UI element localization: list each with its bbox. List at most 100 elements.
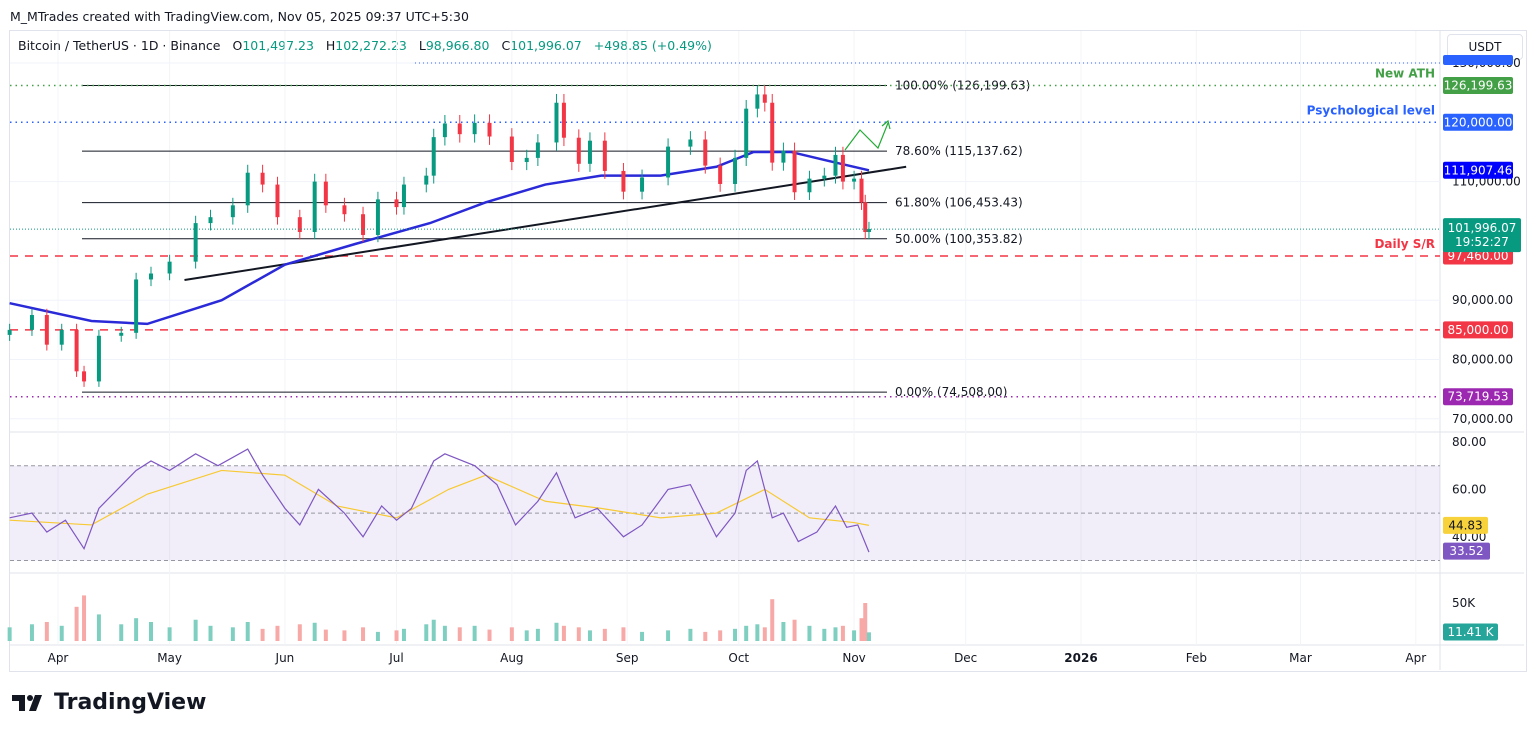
volume-value-label: 11.41 K	[1447, 625, 1494, 639]
volume-bar	[208, 625, 213, 641]
close-label: C	[501, 38, 511, 53]
candle-body	[260, 172, 265, 185]
candle-body	[863, 202, 868, 233]
volume-bar	[74, 606, 79, 641]
candle-body	[833, 154, 838, 176]
candle-body	[7, 329, 12, 335]
ma-price-label-bg	[1443, 161, 1513, 179]
candle-body	[762, 94, 767, 103]
volume-tick-label: 50K	[1452, 596, 1476, 610]
projection-arrow	[844, 122, 889, 151]
volume-bar	[554, 622, 559, 641]
volume-bar	[323, 629, 328, 641]
volume-bar	[807, 625, 812, 641]
axis-price-label: 126,199.63	[1444, 79, 1513, 93]
candle-body	[275, 184, 280, 218]
candle-body	[770, 102, 775, 163]
candle-body	[342, 205, 347, 215]
volume-bar	[457, 627, 462, 641]
candle-body	[718, 165, 723, 184]
projection-arrowhead	[881, 119, 891, 130]
time-tick-label: Apr	[48, 651, 69, 665]
candle-body	[840, 154, 845, 182]
rsi-ma-value-label: 44.83	[1448, 518, 1482, 532]
candle-body	[733, 157, 738, 184]
rsi-tick-label: 60.00	[1452, 482, 1486, 496]
volume-bar	[82, 595, 87, 641]
candle-body	[312, 181, 317, 233]
candle-body	[807, 178, 812, 193]
volume-bar	[394, 630, 399, 641]
candle-body	[703, 139, 708, 166]
volume-bar	[472, 625, 477, 641]
volume-bar	[852, 630, 857, 641]
volume-bar	[640, 631, 645, 641]
candle-body	[554, 102, 559, 143]
volume-bar	[230, 627, 235, 641]
candle-body	[167, 261, 172, 274]
candle-body	[640, 177, 645, 192]
volume-bar	[863, 603, 868, 641]
axis-price-label: 97,460.00	[1447, 249, 1508, 263]
axis-price-label: 120,000.00	[1444, 115, 1513, 129]
volume-bar	[149, 622, 153, 641]
candle-body	[245, 172, 250, 206]
candle-body	[755, 94, 760, 109]
candle-body	[401, 184, 406, 208]
tradingview-logo: TradingView	[12, 690, 206, 715]
candle-body	[297, 217, 302, 233]
candle-body	[792, 150, 797, 193]
volume-bar	[770, 599, 775, 641]
candle-body	[424, 175, 429, 185]
axis-price-label-bg	[1443, 388, 1513, 406]
level-name: Psychological level	[1307, 103, 1435, 117]
volume-bar	[621, 627, 626, 641]
volume-bar	[744, 625, 749, 641]
brand-name: TradingView	[54, 690, 207, 715]
volume-bar	[576, 627, 581, 641]
candle-body	[323, 181, 328, 206]
candle-body	[193, 223, 198, 262]
volume-bar	[442, 625, 447, 641]
rsi-tick-label: 80.00	[1452, 435, 1486, 449]
candle-body	[96, 335, 101, 382]
volume-bar	[524, 630, 529, 641]
volume-bar	[781, 622, 786, 641]
close-value: 101,996.07	[510, 38, 582, 53]
candle-body	[149, 273, 153, 280]
time-tick-label: Mar	[1289, 651, 1312, 665]
volume-bar	[119, 624, 124, 641]
level-name: Daily S/R	[1374, 237, 1435, 251]
rsi-line	[9, 448, 870, 553]
time-tick-label: Sep	[616, 651, 639, 665]
candle-body	[859, 178, 864, 203]
volume-bar	[134, 618, 139, 641]
time-tick-label: Feb	[1186, 651, 1207, 665]
volume-bar	[431, 619, 436, 641]
fib-label: 50.00% (100,353.82)	[895, 232, 1023, 246]
open-label: O	[232, 38, 243, 53]
volume-bar	[509, 627, 514, 641]
rsi-value-label: 33.52	[1449, 544, 1483, 558]
axis-price-label: 85,000.00	[1447, 323, 1508, 337]
candle-body	[394, 199, 399, 208]
volume-bar	[703, 631, 708, 641]
volume-bar	[833, 627, 838, 641]
chart-frame	[9, 30, 1527, 672]
low-value: 98,966.80	[425, 38, 490, 53]
volume-bar	[535, 628, 540, 641]
time-tick-label: Nov	[842, 651, 865, 665]
axis-price-label-bg	[1443, 113, 1513, 131]
time-tick-label: Aug	[500, 651, 523, 665]
countdown-label: 19:52:27	[1455, 235, 1509, 249]
volume-bar	[361, 627, 366, 641]
volume-bar	[762, 627, 767, 641]
volume-bar	[666, 630, 671, 641]
candle-body	[688, 139, 693, 147]
ma-price-label: 111,907.46	[1444, 163, 1513, 177]
time-tick-label: 2026	[1064, 651, 1097, 665]
time-tick-label: Oct	[728, 651, 749, 665]
candle-body	[457, 123, 462, 135]
candle-body	[442, 123, 447, 138]
